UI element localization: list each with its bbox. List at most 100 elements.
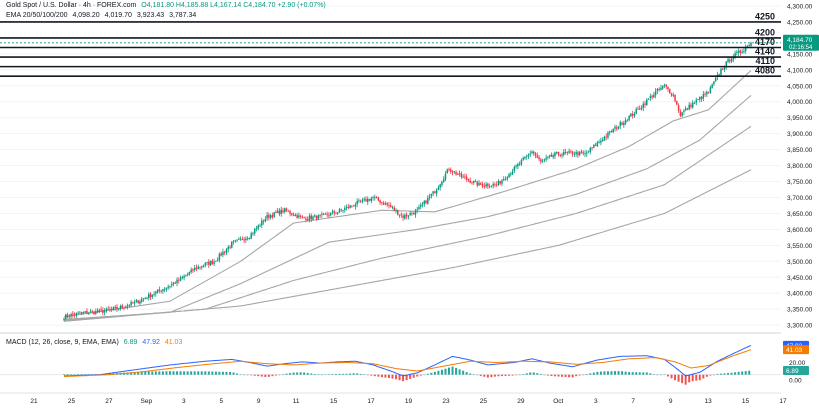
- candle-body: [404, 214, 406, 219]
- candle-body: [430, 194, 433, 197]
- candle-body: [511, 171, 514, 175]
- macd-hist-bar: [334, 373, 337, 375]
- candle-body: [612, 129, 614, 133]
- candle-countdown: 02:16:54: [789, 45, 813, 51]
- signal-axis-value: 41.03: [786, 347, 803, 354]
- candle-body: [338, 209, 341, 213]
- candle-body: [213, 261, 215, 264]
- macd-hist-bar: [416, 374, 419, 377]
- macd-label: MACD (12, 26, close, 9, EMA, EMA): [6, 339, 119, 346]
- candle-body: [243, 239, 245, 241]
- candle-body: [492, 184, 494, 186]
- candle-body: [174, 282, 177, 284]
- candle-body: [382, 202, 385, 205]
- candle-body: [667, 87, 669, 90]
- candle-body: [525, 155, 528, 157]
- candle-body: [314, 215, 316, 217]
- candle-body: [601, 140, 604, 142]
- candle-body: [395, 210, 397, 211]
- time-tick: 7: [631, 398, 635, 405]
- candle-body: [162, 289, 164, 292]
- macd-hist-bar: [748, 370, 751, 375]
- candle-body: [520, 160, 523, 165]
- candle-body: [105, 308, 108, 311]
- candle-body: [317, 215, 320, 219]
- candle-body: [185, 275, 187, 277]
- candle-body: [253, 228, 256, 234]
- candle-body: [361, 199, 364, 202]
- time-tick: 17: [779, 398, 787, 405]
- candle-body: [326, 214, 328, 216]
- ema-label: EMA 20/50/100/200: [6, 12, 68, 19]
- ema100-value: 3,923.43: [136, 12, 165, 19]
- candle-body: [464, 176, 466, 178]
- candle-body: [354, 204, 357, 207]
- macd-legend[interactable]: MACD (12, 26, close, 9, EMA, EMA) 6.89 4…: [6, 339, 185, 346]
- symbol-legend[interactable]: Gold Spot / U.S. Dollar · 4h · FOREX.com…: [6, 2, 329, 9]
- price-tick: 4,000.00: [787, 99, 813, 106]
- candle-body: [102, 310, 104, 313]
- candle-body: [149, 293, 152, 298]
- macd-hist-bar: [737, 371, 740, 375]
- candle-body: [391, 207, 394, 209]
- macd-hist-bar: [310, 373, 313, 375]
- macd-hist-bar: [617, 371, 620, 375]
- time-tick: 3: [594, 398, 598, 405]
- macd-hist-bar: [370, 374, 373, 376]
- ema-legend[interactable]: EMA 20/50/100/200 4,098.20 4,019.70 3,92…: [6, 12, 199, 19]
- candle-body: [201, 266, 203, 268]
- macd-hist-bar: [108, 373, 111, 375]
- candle-body: [305, 218, 307, 220]
- candle-body: [603, 136, 606, 141]
- macd-hist-bar: [204, 371, 207, 375]
- macd-hist-bar: [522, 374, 525, 375]
- candle-body: [732, 57, 735, 60]
- candle-body: [234, 240, 237, 242]
- macd-hist-bar: [532, 372, 535, 375]
- candle-body: [538, 157, 540, 160]
- candle-body: [291, 213, 293, 215]
- candle-body: [665, 84, 667, 87]
- candle-body: [79, 312, 81, 314]
- candle-body: [384, 203, 387, 205]
- macd-hist-bar: [80, 374, 83, 375]
- macd-hist-bar: [211, 371, 214, 375]
- candle-body: [178, 279, 180, 281]
- candle-body: [250, 233, 252, 239]
- candle-body: [91, 310, 94, 312]
- candle-body: [444, 173, 447, 180]
- macd-hist-bar: [186, 371, 189, 375]
- candle-body: [139, 301, 141, 304]
- candle-body: [347, 206, 350, 208]
- candle-body: [688, 104, 690, 110]
- candle-body: [617, 126, 620, 129]
- candle-body: [86, 310, 88, 314]
- candle-body: [524, 156, 526, 159]
- candle-body: [375, 197, 378, 199]
- candle-body: [151, 294, 154, 297]
- candle-body: [619, 122, 622, 127]
- candle-body: [229, 246, 231, 248]
- candle-body: [513, 166, 516, 172]
- candle-body: [439, 184, 441, 188]
- candle-body: [575, 151, 577, 154]
- time-tick: 9: [669, 398, 673, 405]
- price-tick: 3,600.00: [787, 227, 813, 234]
- candle-body: [649, 96, 652, 99]
- candle-body: [644, 103, 646, 105]
- symbol-title[interactable]: Gold Spot / U.S. Dollar · 4h · FOREX.com: [6, 2, 137, 9]
- candle-body: [89, 311, 92, 313]
- macd-hist-bar: [723, 373, 726, 375]
- macd-hist-bar: [338, 373, 341, 375]
- macd-hist-bar: [515, 374, 518, 376]
- candle-body: [223, 251, 226, 253]
- price-tick: 3,650.00: [787, 211, 813, 218]
- level-label: 4140: [755, 47, 775, 57]
- macd-hist-bar: [140, 371, 143, 375]
- candle-body: [497, 180, 500, 185]
- macd-hist-bar: [253, 374, 256, 376]
- candle-body: [737, 50, 740, 53]
- macd-hist-bar: [84, 374, 87, 375]
- candle-body: [669, 89, 671, 94]
- last-price-badge: [783, 34, 819, 51]
